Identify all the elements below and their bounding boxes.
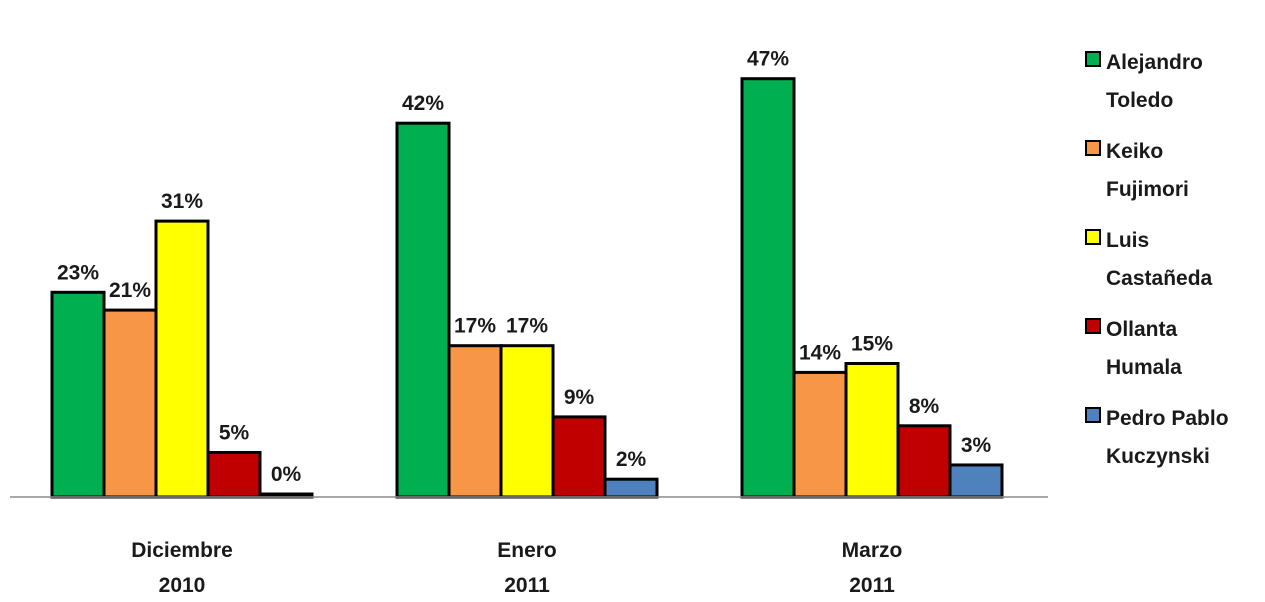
bar-3-1	[740, 77, 796, 499]
bar-2-2	[447, 344, 503, 499]
data-label-2-4: 9%	[564, 386, 595, 409]
data-label-1-2: 21%	[109, 279, 151, 302]
legend-swatch-1	[1085, 51, 1101, 67]
legend-label-4-line-2: Humala	[1106, 356, 1182, 379]
bar-3-3	[844, 362, 900, 499]
data-label-3-3: 15%	[851, 333, 893, 356]
bar-1-1	[50, 290, 106, 499]
legend-label-1-line-2: Toledo	[1106, 89, 1173, 112]
data-label-1-1: 23%	[57, 261, 99, 284]
data-label-2-5: 2%	[616, 448, 647, 471]
data-label-2-3: 17%	[506, 315, 548, 338]
data-label-3-5: 3%	[961, 434, 992, 457]
legend-label-2-line-2: Fujimori	[1106, 178, 1189, 201]
category-label-2-line-2: 2011	[504, 574, 550, 597]
data-label-1-5: 0%	[271, 463, 302, 486]
legend-swatch-4	[1085, 318, 1101, 334]
data-label-1-4: 5%	[219, 422, 250, 445]
bar-1-3	[154, 219, 210, 499]
bar-3-5	[948, 463, 1004, 499]
bar-2-3	[499, 344, 555, 499]
category-label-1-line-2: 2010	[159, 574, 206, 597]
legend-swatch-5	[1085, 407, 1101, 423]
bar-3-2	[792, 370, 848, 499]
data-label-1-3: 31%	[161, 190, 203, 213]
legend-label-3-line-1: Luis	[1106, 229, 1149, 252]
bar-1-2	[102, 308, 158, 499]
legend-swatch-3	[1085, 229, 1101, 245]
legend-label-5-line-2: Kuczynski	[1106, 445, 1210, 468]
category-label-2-line-1: Enero	[497, 539, 557, 562]
data-label-3-4: 8%	[909, 395, 940, 418]
bar-2-4	[551, 415, 607, 499]
category-label-3-line-2: 2011	[849, 574, 895, 597]
legend-label-3-line-2: Castañeda	[1106, 267, 1213, 290]
legend-label-2-line-1: Keiko	[1106, 140, 1163, 163]
bar-2-1	[395, 121, 451, 499]
legend-label-4-line-1: Ollanta	[1106, 318, 1178, 341]
category-label-3-line-1: Marzo	[842, 539, 903, 562]
legend-swatch-2	[1085, 140, 1101, 156]
data-label-2-1: 42%	[402, 92, 444, 115]
data-label-3-2: 14%	[799, 341, 841, 364]
data-label-3-1: 47%	[747, 48, 789, 71]
bar-2-5	[603, 477, 659, 499]
data-label-2-2: 17%	[454, 315, 496, 338]
category-label-1-line-1: Diciembre	[131, 539, 233, 562]
legend-label-1-line-1: Alejandro	[1106, 51, 1203, 74]
bar-1-4	[206, 451, 262, 499]
legend-label-5-line-1: Pedro Pablo	[1106, 407, 1229, 430]
bar-3-4	[896, 424, 952, 499]
